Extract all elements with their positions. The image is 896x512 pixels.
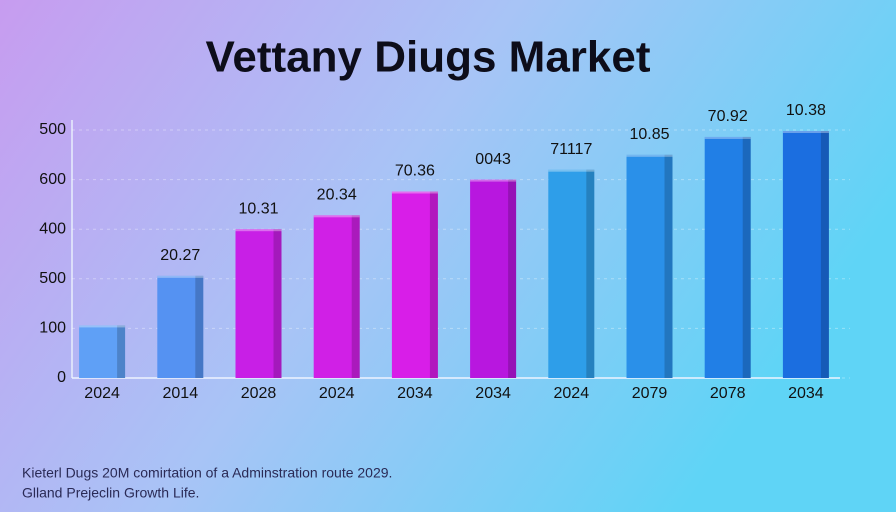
x-tick-label: 2024 bbox=[319, 385, 355, 402]
bar-top bbox=[704, 136, 751, 139]
x-tick-label: 2024 bbox=[554, 385, 590, 402]
bar-top bbox=[235, 229, 282, 232]
bar-side bbox=[195, 275, 204, 378]
bar-side bbox=[117, 325, 126, 378]
data-label: 0043 bbox=[475, 151, 511, 168]
y-tick-label: 100 bbox=[39, 320, 66, 337]
bar-top bbox=[626, 154, 673, 157]
data-label: 10.31 bbox=[238, 200, 278, 217]
x-tick-label: 2034 bbox=[788, 385, 824, 402]
y-tick-label: 0 bbox=[57, 369, 66, 386]
data-label: 20.34 bbox=[317, 187, 357, 204]
bar bbox=[782, 130, 829, 378]
bar bbox=[470, 179, 517, 378]
bar-side bbox=[742, 136, 751, 378]
x-tick-label: 2024 bbox=[84, 385, 120, 402]
bar-side bbox=[351, 215, 360, 378]
bar bbox=[157, 275, 204, 378]
bar bbox=[626, 154, 673, 378]
bar-top bbox=[782, 130, 829, 133]
data-label: 70.92 bbox=[708, 108, 748, 125]
bar-side bbox=[820, 130, 829, 378]
bar bbox=[548, 169, 595, 378]
data-label: 70.36 bbox=[395, 163, 435, 180]
bar bbox=[391, 191, 438, 378]
data-label: 71117 bbox=[550, 141, 592, 158]
y-tick-label: 500 bbox=[39, 121, 66, 138]
bar-side bbox=[508, 179, 517, 378]
x-tick-label: 2034 bbox=[397, 385, 433, 402]
bar-side bbox=[586, 169, 595, 378]
x-tick-label: 2079 bbox=[632, 385, 668, 402]
y-tick-label: 600 bbox=[39, 171, 66, 188]
bar bbox=[704, 136, 751, 378]
bar-top bbox=[470, 179, 517, 182]
bar-top bbox=[391, 191, 438, 194]
chart-title: Vettany Diugs Market bbox=[205, 33, 650, 82]
bar-top bbox=[548, 169, 595, 172]
bar-top bbox=[313, 215, 360, 218]
footnote: Kieterl Dugs 20M comirtation of a Admins… bbox=[22, 465, 392, 481]
data-label: 10.38 bbox=[786, 102, 826, 119]
y-tick-label: 500 bbox=[39, 270, 66, 287]
x-tick-label: 2014 bbox=[163, 385, 199, 402]
footnote: Glland Prejeclin Growth Life. bbox=[22, 485, 199, 501]
x-tick-label: 2034 bbox=[475, 385, 511, 402]
bar-top bbox=[157, 275, 204, 278]
x-tick-label: 2028 bbox=[241, 385, 277, 402]
data-label: 20.27 bbox=[160, 247, 200, 264]
data-label: 10.85 bbox=[629, 126, 669, 143]
bar bbox=[235, 229, 282, 378]
bar bbox=[79, 325, 126, 378]
x-tick-label: 2078 bbox=[710, 385, 746, 402]
bar-top bbox=[79, 325, 126, 328]
bar-side bbox=[273, 229, 282, 378]
bar-side bbox=[664, 154, 673, 378]
y-tick-label: 400 bbox=[39, 220, 66, 237]
bar-side bbox=[429, 191, 438, 378]
bar bbox=[313, 215, 360, 378]
